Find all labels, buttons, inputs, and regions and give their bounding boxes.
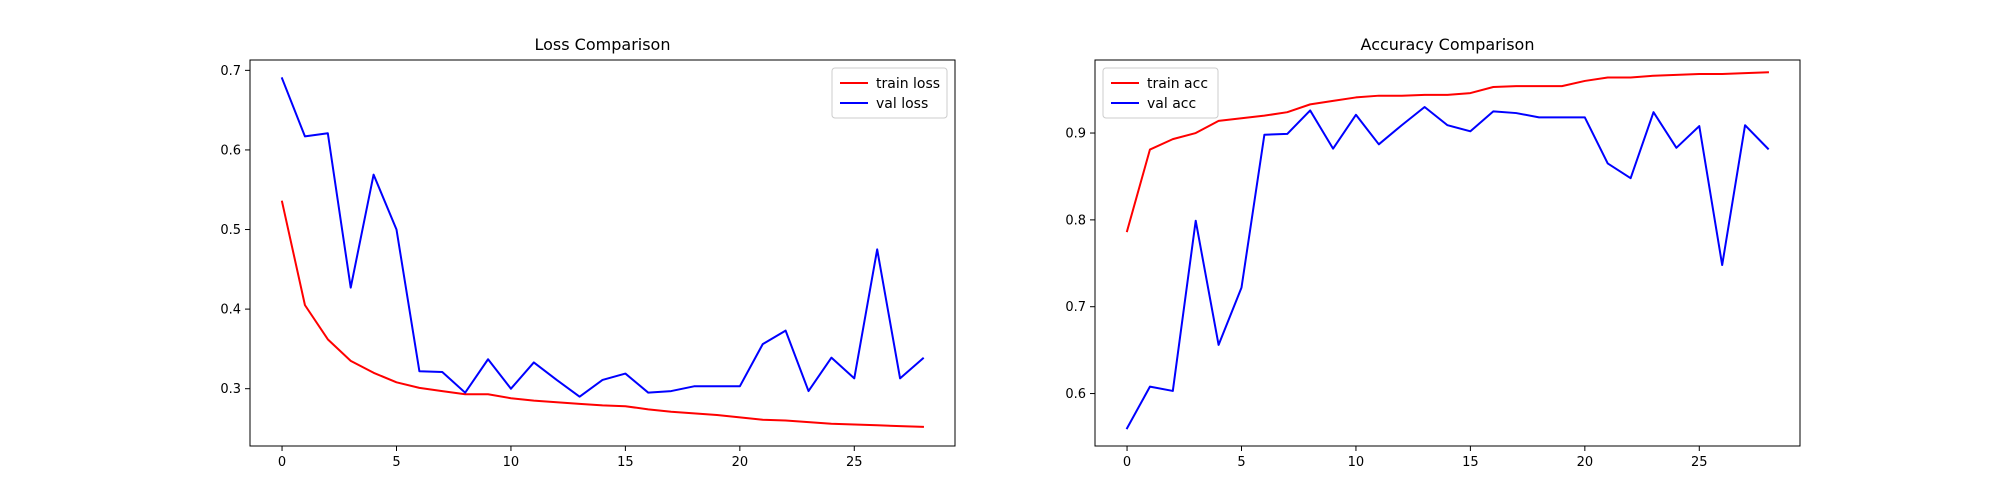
loss-y-tick-label: 0.5 (220, 223, 241, 238)
loss-x-tick-label: 25 (846, 455, 863, 470)
accuracy-x-tick-label: 0 (1123, 455, 1131, 470)
loss-chart-title: Loss Comparison (535, 35, 671, 54)
loss-x-tick-label: 10 (503, 455, 520, 470)
accuracy-y-tick-label: 0.6 (1065, 387, 1086, 402)
accuracy-x-tick-label: 20 (1577, 455, 1594, 470)
accuracy-x-tick-label: 25 (1691, 455, 1708, 470)
loss-x-tick-label: 15 (617, 455, 634, 470)
loss-x-tick-label: 20 (732, 455, 749, 470)
accuracy-x-tick-label: 15 (1462, 455, 1479, 470)
loss-y-tick-label: 0.6 (220, 143, 241, 158)
accuracy-y-tick-label: 0.7 (1065, 300, 1086, 315)
accuracy-series-line-train-acc (1125, 71, 1769, 233)
loss-x-tick-label: 0 (278, 455, 286, 470)
accuracy-x-tick-label: 5 (1237, 455, 1245, 470)
loss-legend-box (831, 67, 948, 119)
loss-legend-label-train-loss: train loss (876, 76, 940, 92)
accuracy-legend-label-val-acc: val acc (1147, 96, 1196, 112)
accuracy-plot-frame (1094, 59, 1801, 447)
loss-y-tick-label: 0.3 (220, 382, 241, 397)
loss-legend-label-val-loss: val loss (876, 96, 928, 112)
accuracy-series-line-val-acc (1125, 105, 1770, 430)
accuracy-legend-label-train-acc: train acc (1147, 76, 1208, 92)
loss-series-line-val-loss (280, 77, 925, 398)
accuracy-x-tick-label: 10 (1348, 455, 1365, 470)
loss-y-tick-label: 0.7 (220, 64, 241, 79)
accuracy-legend-box (1102, 67, 1219, 119)
loss-x-tick-label: 5 (392, 455, 400, 470)
loss-plot-frame (249, 59, 956, 447)
accuracy-y-tick-label: 0.9 (1065, 127, 1086, 142)
accuracy-y-tick-label: 0.8 (1065, 213, 1086, 228)
accuracy-chart: Accuracy Comparison 0 5 10 15 20 25 0.6 0.7 0.8 0.… (1065, 35, 1801, 470)
loss-chart: Loss Comparison 0 5 10 15 20 25 0.3 0.4 0.5 0.6 0.7… (220, 35, 956, 470)
loss-series-line-train-loss (280, 200, 924, 428)
loss-y-tick-label: 0.4 (220, 303, 241, 318)
accuracy-chart-title: Accuracy Comparison (1361, 35, 1535, 54)
